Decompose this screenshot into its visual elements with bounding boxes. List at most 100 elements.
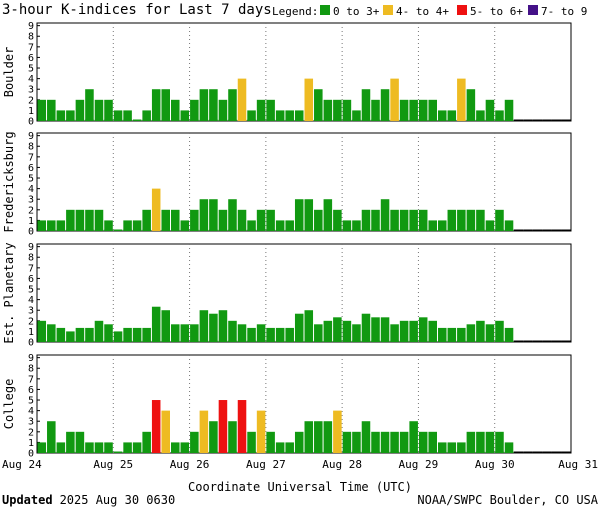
future-baseline (523, 229, 533, 231)
kp-bar-base (342, 340, 352, 342)
kp-bar (123, 327, 132, 342)
kp-bar-base (180, 119, 190, 121)
kp-bar-base (285, 340, 294, 342)
kp-bar-base (75, 340, 85, 342)
legend-swatch (320, 5, 330, 15)
future-baseline (513, 451, 524, 453)
kp-bar (56, 442, 66, 453)
kp-bar-base (247, 119, 256, 121)
kp-bar (390, 324, 399, 342)
kp-bar (266, 327, 275, 342)
kp-bar (151, 188, 161, 231)
y-tick-label: 1 (28, 438, 34, 449)
future-baseline (551, 340, 562, 342)
kp-bar (409, 99, 418, 121)
kp-bar-base (209, 119, 218, 121)
legend: Legend: 0 to 3+ 4- to 4+ 5- to 6+ 7- to 9 (272, 5, 587, 18)
x-tick-label: Aug 26 (170, 458, 210, 471)
kp-bar-base (304, 451, 314, 453)
kp-bar (132, 327, 142, 342)
kp-bar-base (171, 229, 180, 231)
kp-bar (142, 110, 151, 121)
future-baseline (561, 119, 571, 121)
kp-bar (275, 110, 285, 121)
kp-bar-base (199, 229, 209, 231)
kp-bar-base (85, 119, 94, 121)
kp-bar (266, 431, 275, 453)
kp-bar-base (228, 119, 237, 121)
kp-bar-base (294, 451, 304, 453)
legend-item-label: 5- to 6+ (470, 5, 523, 18)
kp-bar-base (323, 451, 333, 453)
kp-bar-base (123, 340, 132, 342)
kp-bar (199, 410, 209, 453)
kp-bar (399, 209, 409, 231)
kp-bar-base (457, 451, 466, 453)
kp-bar-base (333, 340, 342, 342)
kp-bar (75, 99, 85, 121)
y-tick-label: 3 (28, 417, 34, 428)
footer-updated-value: 2025 Aug 30 0630 (60, 493, 176, 507)
kp-bar (409, 209, 418, 231)
y-tick-label: 5 (28, 396, 34, 407)
future-baseline (542, 119, 552, 121)
kp-bar-base (161, 451, 170, 453)
kp-bar-base (142, 451, 151, 453)
kp-bar-base (314, 340, 323, 342)
y-tick-label: 1 (28, 216, 34, 227)
y-tick-label: 9 (28, 353, 34, 364)
kp-bar (190, 209, 199, 231)
kp-bar-base (266, 229, 275, 231)
kp-bar-base (47, 229, 56, 231)
y-tick-label: 1 (28, 106, 34, 117)
kp-bar-base (485, 340, 495, 342)
kp-bar-base (294, 119, 304, 121)
kp-bar-base (266, 451, 275, 453)
y-tick-label: 4 (28, 184, 34, 195)
kp-bar (504, 220, 514, 231)
y-tick-label: 3 (28, 85, 34, 96)
kp-bar-base (256, 119, 266, 121)
kp-bar-base (275, 229, 285, 231)
future-baseline (523, 340, 533, 342)
kp-bar (495, 431, 504, 453)
kp-bar-base (132, 340, 142, 342)
future-baseline (551, 119, 562, 121)
kp-bar (428, 220, 437, 231)
legend-item: 7- to 9 (528, 5, 587, 18)
kp-bar-base (342, 119, 352, 121)
kp-bar (56, 220, 66, 231)
y-tick-label: 6 (28, 163, 34, 174)
kp-bar (438, 110, 447, 121)
kp-bar (161, 209, 170, 231)
legend-item: 5- to 6+ (457, 5, 523, 18)
kp-bar (342, 431, 352, 453)
kp-bar (275, 442, 285, 453)
kp-bar (466, 431, 476, 453)
y-tick-label: 2 (28, 95, 34, 106)
kp-bar (218, 99, 228, 121)
kp-bar (342, 320, 352, 342)
kp-bar-base (361, 229, 371, 231)
kp-bar-base (151, 229, 161, 231)
kp-bar-base (37, 340, 47, 342)
kp-bar-base (161, 340, 170, 342)
kp-bar-base (304, 340, 314, 342)
kp-bar (380, 317, 390, 342)
kp-bar-base (190, 340, 199, 342)
legend-swatch (457, 5, 467, 15)
footer-updated-label: Updated (2, 493, 53, 507)
kp-bar-base (94, 451, 104, 453)
kp-bar-base (390, 340, 399, 342)
y-tick-label: 8 (28, 32, 34, 43)
kp-bar-base (132, 451, 142, 453)
kp-bar-base (380, 229, 390, 231)
y-tick-label: 7 (28, 374, 34, 385)
kp-bar-base (485, 229, 495, 231)
legend-item: 0 to 3+ (320, 5, 380, 18)
legend-item-label: 0 to 3+ (333, 5, 380, 18)
x-axis-tick-labels: Aug 24 Aug 25 Aug 26 Aug 27 Aug 28 Aug 29 Aug … (2, 458, 598, 471)
kp-bar (418, 431, 428, 453)
kp-bar-base (485, 119, 495, 121)
